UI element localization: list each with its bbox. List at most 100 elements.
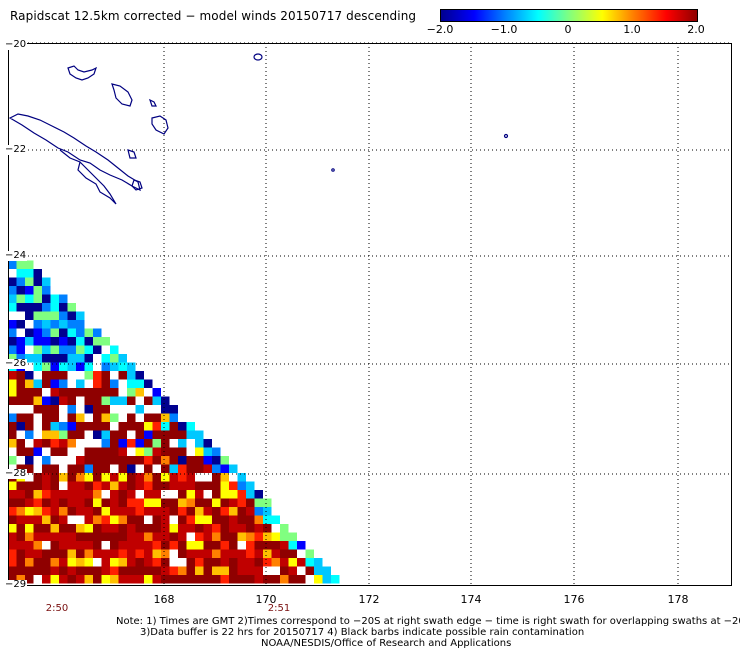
wind-difference-cell <box>229 541 238 550</box>
wind-difference-cell <box>152 388 161 397</box>
wind-difference-cell <box>8 549 17 558</box>
coastlines <box>8 53 509 205</box>
wind-difference-cell <box>229 532 238 541</box>
wind-difference-cell <box>33 498 42 507</box>
wind-difference-cell <box>118 447 127 456</box>
wind-difference-cell <box>135 532 144 541</box>
wind-difference-cell <box>110 413 119 422</box>
wind-difference-cell <box>16 507 25 516</box>
wind-difference-cell <box>25 549 34 558</box>
wind-difference-cell <box>25 354 34 363</box>
wind-difference-cell <box>25 456 34 465</box>
wind-difference-cell <box>144 541 153 550</box>
wind-difference-cell <box>59 379 68 388</box>
wind-difference-cell <box>263 575 272 584</box>
wind-difference-cell <box>195 464 204 473</box>
wind-difference-cell <box>127 413 136 422</box>
wind-difference-cell <box>8 337 17 346</box>
wind-difference-cell <box>76 490 85 499</box>
wind-difference-cell <box>237 515 246 524</box>
wind-difference-cell <box>127 566 136 575</box>
wind-difference-cell <box>42 328 51 337</box>
wind-difference-cell <box>84 532 93 541</box>
latitude-label: −26 <box>4 358 28 369</box>
wind-difference-cell <box>101 422 110 431</box>
wind-difference-cell <box>118 481 127 490</box>
wind-difference-cell <box>50 303 59 312</box>
wind-difference-cell <box>84 422 93 431</box>
wind-difference-cell <box>195 532 204 541</box>
wind-difference-cell <box>84 558 93 567</box>
wind-difference-cell <box>8 320 17 329</box>
wind-difference-cell <box>280 566 289 575</box>
wind-difference-cell <box>161 473 170 482</box>
wind-difference-cell <box>8 354 17 363</box>
wind-difference-cell <box>76 430 85 439</box>
wind-difference-cell <box>25 269 34 278</box>
wind-difference-cell <box>118 371 127 380</box>
wind-difference-cell <box>305 549 314 558</box>
wind-difference-cell <box>263 549 272 558</box>
wind-difference-cell <box>263 532 272 541</box>
footnote-line: Note: 1) Times are GMT 2)Times correspon… <box>116 616 740 627</box>
wind-difference-cell <box>50 447 59 456</box>
wind-difference-cell <box>280 575 289 584</box>
wind-difference-cell <box>59 328 68 337</box>
wind-difference-cell <box>76 328 85 337</box>
wind-difference-cell <box>25 566 34 575</box>
wind-difference-cell <box>271 515 280 524</box>
wind-difference-cell <box>84 575 93 584</box>
wind-difference-cell <box>110 566 119 575</box>
wind-difference-cell <box>59 337 68 346</box>
wind-difference-cell <box>152 507 161 516</box>
wind-difference-cell <box>50 524 59 533</box>
wind-difference-cell <box>8 388 17 397</box>
wind-difference-cell <box>144 524 153 533</box>
wind-difference-cell <box>42 473 51 482</box>
wind-difference-cell <box>16 524 25 533</box>
wind-difference-cell <box>152 439 161 448</box>
wind-difference-cell <box>118 515 127 524</box>
wind-difference-cell <box>67 507 76 516</box>
wind-difference-cell <box>16 286 25 295</box>
wind-difference-cell <box>59 430 68 439</box>
wind-difference-cell <box>297 575 306 584</box>
wind-difference-cell <box>16 269 25 278</box>
wind-difference-cell <box>161 515 170 524</box>
wind-difference-cell <box>178 422 187 431</box>
wind-difference-cell <box>84 473 93 482</box>
wind-difference-cell <box>76 388 85 397</box>
wind-difference-cell <box>246 498 255 507</box>
wind-difference-cell <box>195 490 204 499</box>
wind-difference-cell <box>144 379 153 388</box>
wind-difference-cell <box>84 345 93 354</box>
wind-difference-cell <box>263 507 272 516</box>
wind-difference-cell <box>67 430 76 439</box>
wind-difference-cell <box>33 473 42 482</box>
wind-difference-cell <box>144 566 153 575</box>
wind-difference-cell <box>84 498 93 507</box>
wind-difference-cell <box>25 260 34 269</box>
wind-difference-cell <box>33 362 42 371</box>
wind-difference-cell <box>161 566 170 575</box>
wind-difference-cell <box>212 524 221 533</box>
wind-difference-cell <box>135 575 144 584</box>
wind-difference-cell <box>195 515 204 524</box>
wind-difference-cell <box>67 413 76 422</box>
wind-difference-cell <box>127 524 136 533</box>
wind-difference-cell <box>42 320 51 329</box>
wind-difference-cell <box>203 447 212 456</box>
wind-difference-cell <box>25 396 34 405</box>
latitude-label: −22 <box>4 144 28 155</box>
wind-difference-cell <box>67 549 76 558</box>
wind-difference-cell <box>50 379 59 388</box>
wind-difference-cell <box>135 405 144 414</box>
wind-difference-cell <box>16 439 25 448</box>
wind-difference-cell <box>93 464 102 473</box>
wind-difference-cell <box>8 515 17 524</box>
wind-difference-cell <box>220 558 229 567</box>
latitude-label: −29 <box>4 579 28 590</box>
wind-difference-cell <box>186 541 195 550</box>
wind-difference-cell <box>67 328 76 337</box>
wind-difference-cell <box>110 575 119 584</box>
